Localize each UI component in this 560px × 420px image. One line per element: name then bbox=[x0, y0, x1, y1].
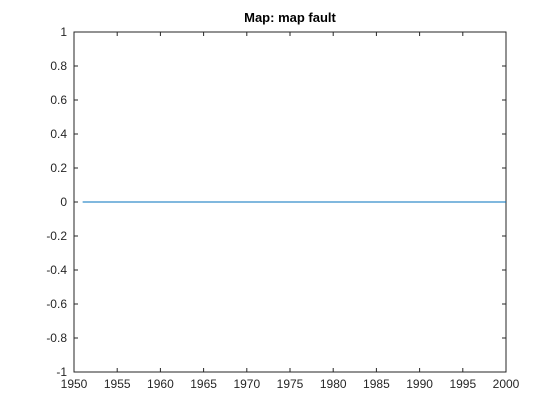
y-tick-label: 0.6 bbox=[50, 93, 67, 107]
y-tick-label: 0 bbox=[60, 195, 67, 209]
y-tick-label: 1 bbox=[60, 25, 67, 39]
chart-title: Map: map fault bbox=[244, 10, 336, 25]
x-tick-label: 2000 bbox=[493, 377, 520, 391]
x-tick-label: 1980 bbox=[320, 377, 347, 391]
x-tick-label: 1965 bbox=[190, 377, 217, 391]
y-tick-label: -0.4 bbox=[46, 263, 67, 277]
y-tick-label: 0.8 bbox=[50, 59, 67, 73]
y-tick-label: 0.2 bbox=[50, 161, 67, 175]
y-tick-label: -1 bbox=[56, 365, 67, 379]
x-tick-label: 1960 bbox=[147, 377, 174, 391]
y-tick-label: -0.2 bbox=[46, 229, 67, 243]
x-tick-label: 1990 bbox=[406, 377, 433, 391]
y-tick-label: -0.8 bbox=[46, 331, 67, 345]
x-tick-label: 1995 bbox=[449, 377, 476, 391]
y-tick-label: -0.6 bbox=[46, 297, 67, 311]
y-tick-label: 0.4 bbox=[50, 127, 67, 141]
x-tick-label: 1975 bbox=[277, 377, 304, 391]
axis-ticks: 1950 1955 1960 1965 1970 1975 1980 1985 1990 1995… bbox=[46, 25, 519, 391]
x-tick-label: 1955 bbox=[104, 377, 131, 391]
x-tick-label: 1985 bbox=[363, 377, 390, 391]
x-tick-label: 1950 bbox=[61, 377, 88, 391]
x-tick-label: 1970 bbox=[233, 377, 260, 391]
